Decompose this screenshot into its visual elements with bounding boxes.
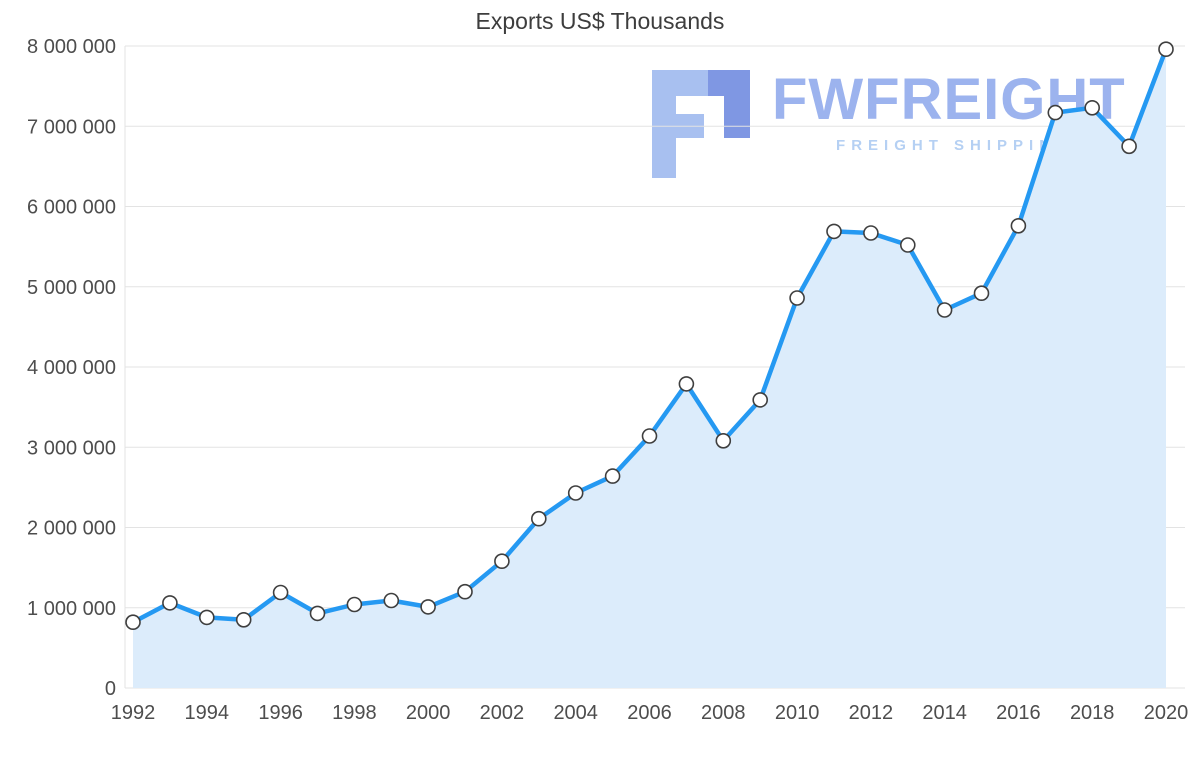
x-axis-tick-label: 2014 — [922, 702, 967, 724]
data-point-marker — [604, 468, 621, 484]
data-point-marker — [162, 595, 178, 611]
y-axis-tick-label: 6 000 000 — [27, 197, 116, 219]
x-axis-tick-label: 1998 — [332, 702, 377, 724]
data-point-marker — [420, 599, 436, 615]
data-point-marker — [1084, 100, 1100, 116]
x-axis-tick-label: 2008 — [701, 702, 746, 724]
data-point-marker — [641, 428, 658, 444]
x-axis-tick-label: 2010 — [775, 702, 820, 724]
x-axis-tick-label: 1996 — [258, 702, 303, 724]
data-point-marker — [678, 376, 695, 392]
y-axis-tick-label: 1 000 000 — [27, 598, 116, 620]
y-axis-tick-label: 8 000 000 — [27, 36, 116, 58]
x-axis-tick-label: 2000 — [406, 702, 451, 724]
data-point-marker — [826, 223, 842, 240]
data-point-marker — [936, 302, 953, 318]
watermark-tagline: FREIGHT SHIPPING — [836, 136, 1074, 154]
data-point-marker — [863, 225, 879, 241]
data-point-marker — [272, 584, 289, 601]
data-point-marker — [752, 392, 769, 408]
data-point-marker — [530, 510, 547, 527]
x-axis-tick-label: 1994 — [185, 702, 230, 724]
data-point-marker — [457, 583, 473, 600]
y-axis-tick-label: 7 000 000 — [27, 116, 116, 138]
x-axis-tick-label: 2002 — [480, 702, 525, 724]
data-point-marker — [125, 614, 141, 631]
data-point-marker — [973, 285, 990, 302]
data-point-marker — [309, 605, 326, 622]
data-point-marker — [1047, 104, 1064, 121]
x-axis-tick-label: 2016 — [996, 702, 1041, 724]
fwfreight-logo-icon — [652, 70, 750, 178]
y-axis-tick-label: 2 000 000 — [27, 518, 116, 540]
data-point-marker — [715, 432, 732, 449]
x-axis-tick-label: 1992 — [111, 702, 156, 724]
y-axis-tick-label: 5 000 000 — [27, 277, 116, 299]
data-point-marker — [199, 609, 215, 626]
data-point-marker — [235, 611, 252, 628]
chart-title: Exports US$ Thousands — [475, 8, 725, 34]
series-area-fill — [133, 49, 1166, 688]
data-point-marker — [789, 290, 805, 306]
x-axis-tick-label: 2004 — [553, 702, 598, 724]
x-axis-tick-label: 2006 — [627, 702, 672, 724]
data-point-marker — [494, 553, 510, 570]
data-point-marker — [1158, 41, 1174, 58]
x-axis-tick-label: 2018 — [1070, 702, 1115, 724]
data-point-marker — [346, 596, 363, 613]
x-axis-tick-label: 2020 — [1144, 702, 1189, 724]
data-point-marker — [383, 592, 400, 609]
data-point-marker — [1121, 138, 1137, 155]
data-point-marker — [899, 237, 916, 253]
y-axis-tick-label: 4 000 000 — [27, 357, 116, 379]
y-axis-tick-label: 0 — [105, 678, 116, 700]
x-axis-tick-label: 2012 — [849, 702, 894, 724]
data-point-marker — [1010, 218, 1027, 234]
y-axis-tick-label: 3 000 000 — [27, 437, 116, 459]
data-point-marker — [567, 485, 584, 501]
